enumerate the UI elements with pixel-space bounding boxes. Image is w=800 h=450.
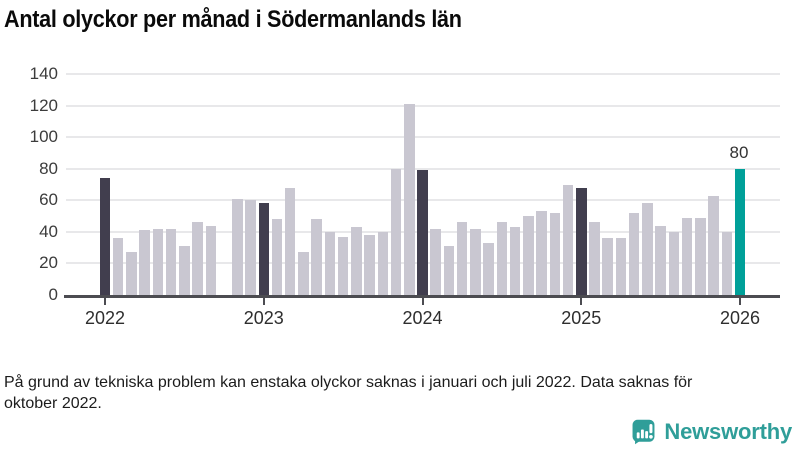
x-axis-label-2026: 2026 [719, 308, 761, 328]
y-axis-label-40: 40 [39, 221, 58, 241]
bar-2023-01 [258, 203, 269, 295]
bar-2023-12 [404, 103, 415, 295]
bar-2024-03 [443, 246, 455, 295]
newsworthy-logo: Newsworthy [630, 418, 792, 446]
bar-2022-09 [205, 225, 217, 295]
y-axis-label-140: 140 [29, 64, 58, 83]
y-axis-label-0: 0 [48, 285, 58, 304]
gridline-80 [66, 167, 780, 170]
y-axis-label-120: 120 [29, 95, 58, 115]
bar-2023-11 [390, 168, 402, 295]
bar-2022-05 [152, 228, 164, 295]
bar-2022-03 [126, 252, 137, 295]
bar-2023-07 [337, 236, 349, 295]
newsworthy-logo-text: Newsworthy [664, 419, 792, 444]
chart-title: Antal olyckor per månad i Södermanlands … [4, 6, 462, 33]
bar-2024-09 [523, 216, 534, 295]
bar-2023-04 [298, 252, 309, 295]
bar-2022-11 [232, 198, 243, 295]
bar-2025-02 [589, 222, 600, 295]
bar-2025-03 [602, 238, 613, 295]
bar-2022-06 [165, 228, 177, 295]
bar-2023-02 [271, 219, 283, 295]
bar-2023-08 [351, 227, 362, 295]
x-axis-label-2024: 2024 [402, 308, 443, 328]
x-axis-label-2025: 2025 [561, 308, 602, 328]
bar-2022-01 [99, 178, 111, 295]
bar-2025-04 [615, 238, 627, 295]
bar-2024-12 [562, 184, 574, 295]
bar-2022-08 [192, 222, 203, 295]
bar-2024-08 [509, 227, 521, 295]
bar-2023-05 [311, 219, 322, 295]
bar-2025-09 [681, 217, 693, 295]
bar-2026-01 [734, 168, 746, 295]
x-axis-tick-2023 [262, 298, 265, 305]
bar-2023-03 [284, 187, 296, 295]
bar-2024-07 [496, 222, 508, 295]
bar-2024-01 [417, 170, 428, 295]
bar-2024-04 [456, 222, 468, 295]
y-axis-label-60: 60 [39, 190, 58, 210]
bar-2024-02 [430, 228, 441, 295]
y-axis-label-20: 20 [39, 253, 58, 273]
x-axis-tick-2022 [104, 298, 106, 305]
bar-2023-06 [324, 231, 336, 295]
x-axis-tick-2024 [421, 298, 424, 305]
y-axis-label-80: 80 [39, 158, 58, 178]
bar-2025-08 [668, 231, 680, 295]
gridline-120 [66, 104, 780, 107]
highlight-value-label: 80 [729, 142, 749, 162]
bar-2024-06 [483, 242, 494, 295]
bar-2022-12 [245, 200, 256, 295]
bar-2022-04 [139, 230, 150, 295]
bar-2025-05 [628, 212, 640, 295]
x-axis-tick-2026 [739, 298, 741, 305]
bar-2022-02 [112, 238, 124, 295]
bar-2025-01 [576, 187, 587, 295]
bar-2023-09 [364, 235, 375, 295]
y-axis-label-100: 100 [29, 127, 58, 147]
footnote-text: På grund av tekniska problem kan enstaka… [4, 374, 693, 412]
x-axis-label-2023: 2023 [243, 308, 284, 328]
x-axis-tick-2025 [580, 298, 583, 305]
bar-2025-10 [695, 217, 706, 295]
bar-2025-12 [721, 231, 733, 295]
bar-2025-07 [655, 225, 666, 295]
bar-2024-11 [549, 212, 561, 295]
gridline-100 [66, 136, 780, 139]
gridline-140 [66, 73, 780, 75]
bar-2025-11 [708, 195, 719, 295]
bar-2023-10 [377, 231, 389, 295]
bar-2022-07 [179, 246, 190, 295]
bar-2025-06 [642, 203, 653, 295]
bar-2024-05 [470, 228, 481, 295]
bar-2024-10 [536, 211, 547, 295]
newsworthy-logo-icon [632, 419, 655, 445]
x-axis-label-2022: 2022 [84, 308, 126, 328]
x-axis-line [64, 295, 780, 298]
